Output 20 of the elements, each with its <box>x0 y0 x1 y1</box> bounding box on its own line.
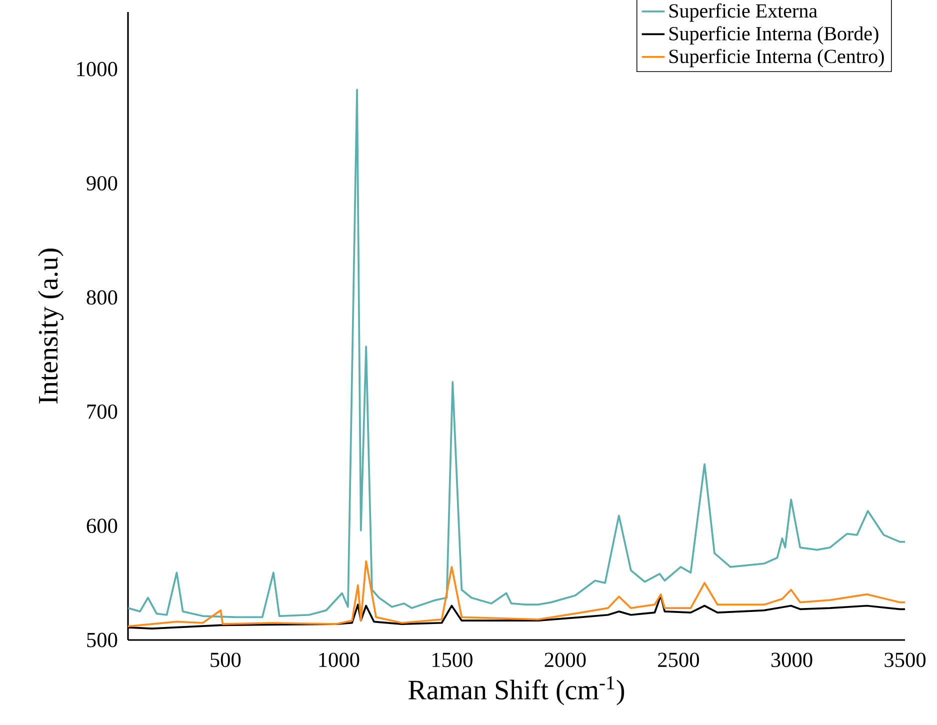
x-axis-title: Raman Shift (cm$^{-1}$) <box>408 676 624 706</box>
y-tick-label: 900 <box>86 176 118 190</box>
legend-label: Superficie Interna (Borde) <box>669 26 878 44</box>
y-tick-label: 700 <box>87 404 118 419</box>
x-tick-label: 3000 <box>771 652 812 668</box>
y-tick-label: 1000 <box>77 62 118 76</box>
x-tick-label: 3500 <box>884 652 926 668</box>
line-series <box>128 88 906 618</box>
y-tick-label: 800 <box>86 290 118 305</box>
x-tick-label: 500 <box>210 652 241 668</box>
x-tick-label: 2000 <box>544 652 586 668</box>
line-series <box>128 560 906 628</box>
x-tick-label: 2500 <box>658 652 699 668</box>
legend-label: Superficie Externa <box>669 3 818 22</box>
x-tick-label: 1000 <box>319 652 360 668</box>
y-axis-title: Intensity (a.u) <box>38 248 64 404</box>
y-tick-label: 500 <box>87 632 118 648</box>
x-tick-label: 1500 <box>432 652 472 668</box>
y-tick-label: 600 <box>86 518 118 534</box>
legend-label: Superficie Interna (Centro) <box>669 48 884 68</box>
